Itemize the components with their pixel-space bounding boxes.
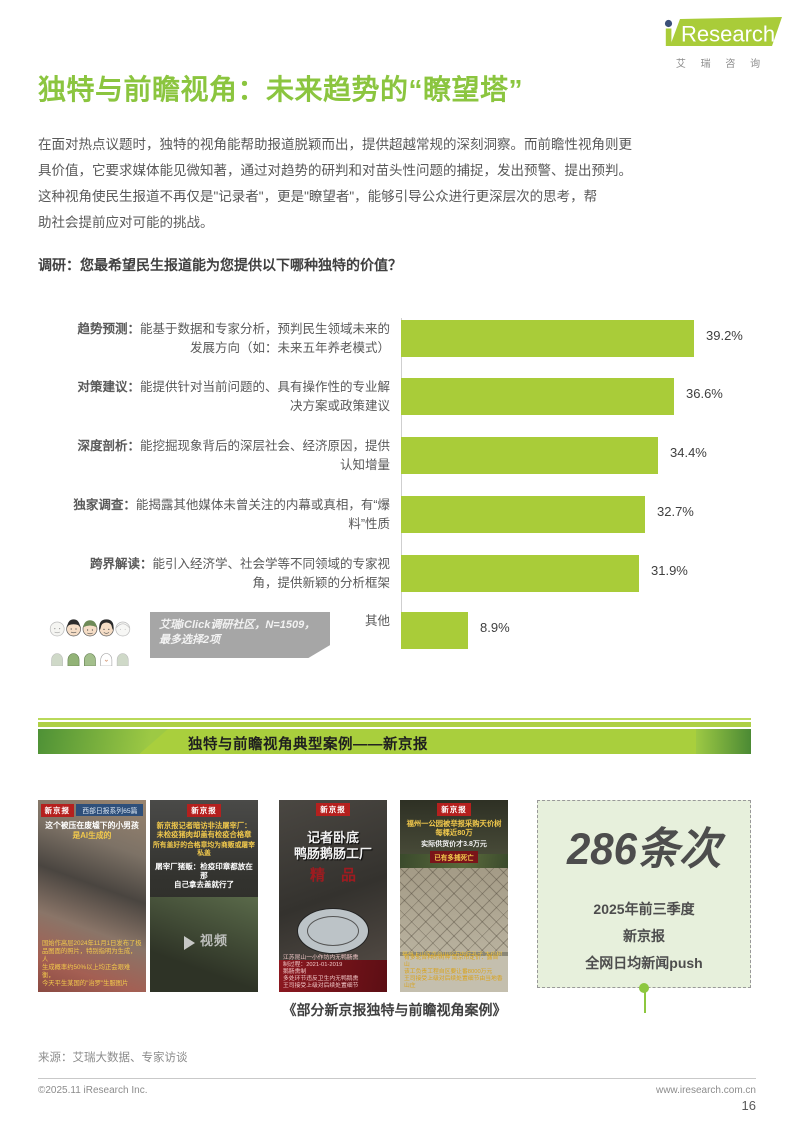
svg-text:Research: Research [681, 22, 775, 47]
